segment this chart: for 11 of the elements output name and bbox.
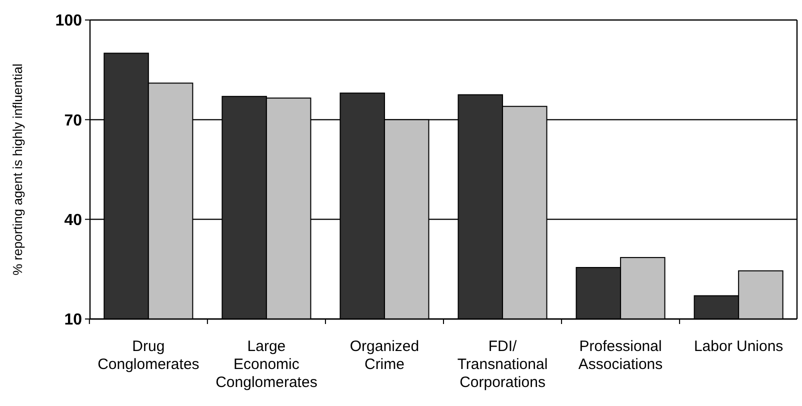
x-tick-label: Professional Associations: [578, 338, 663, 373]
y-axis-title: % reporting agent is highly influential: [10, 64, 25, 276]
y-tick-label: 40: [64, 212, 82, 229]
x-tick-label: FDI/ Transnational Corporations: [457, 338, 548, 391]
y-tick-label: 70: [64, 112, 82, 130]
x-tick-label: Drug Conglomerates: [98, 338, 200, 373]
x-tick-label: Organized Crime: [350, 338, 420, 373]
y-tick-label: 10: [64, 312, 82, 329]
y-tick-label: 100: [55, 12, 82, 30]
x-tick-label: Large Economic Conglomerates: [216, 338, 318, 391]
x-tick-label: Labor Unions: [694, 338, 784, 355]
